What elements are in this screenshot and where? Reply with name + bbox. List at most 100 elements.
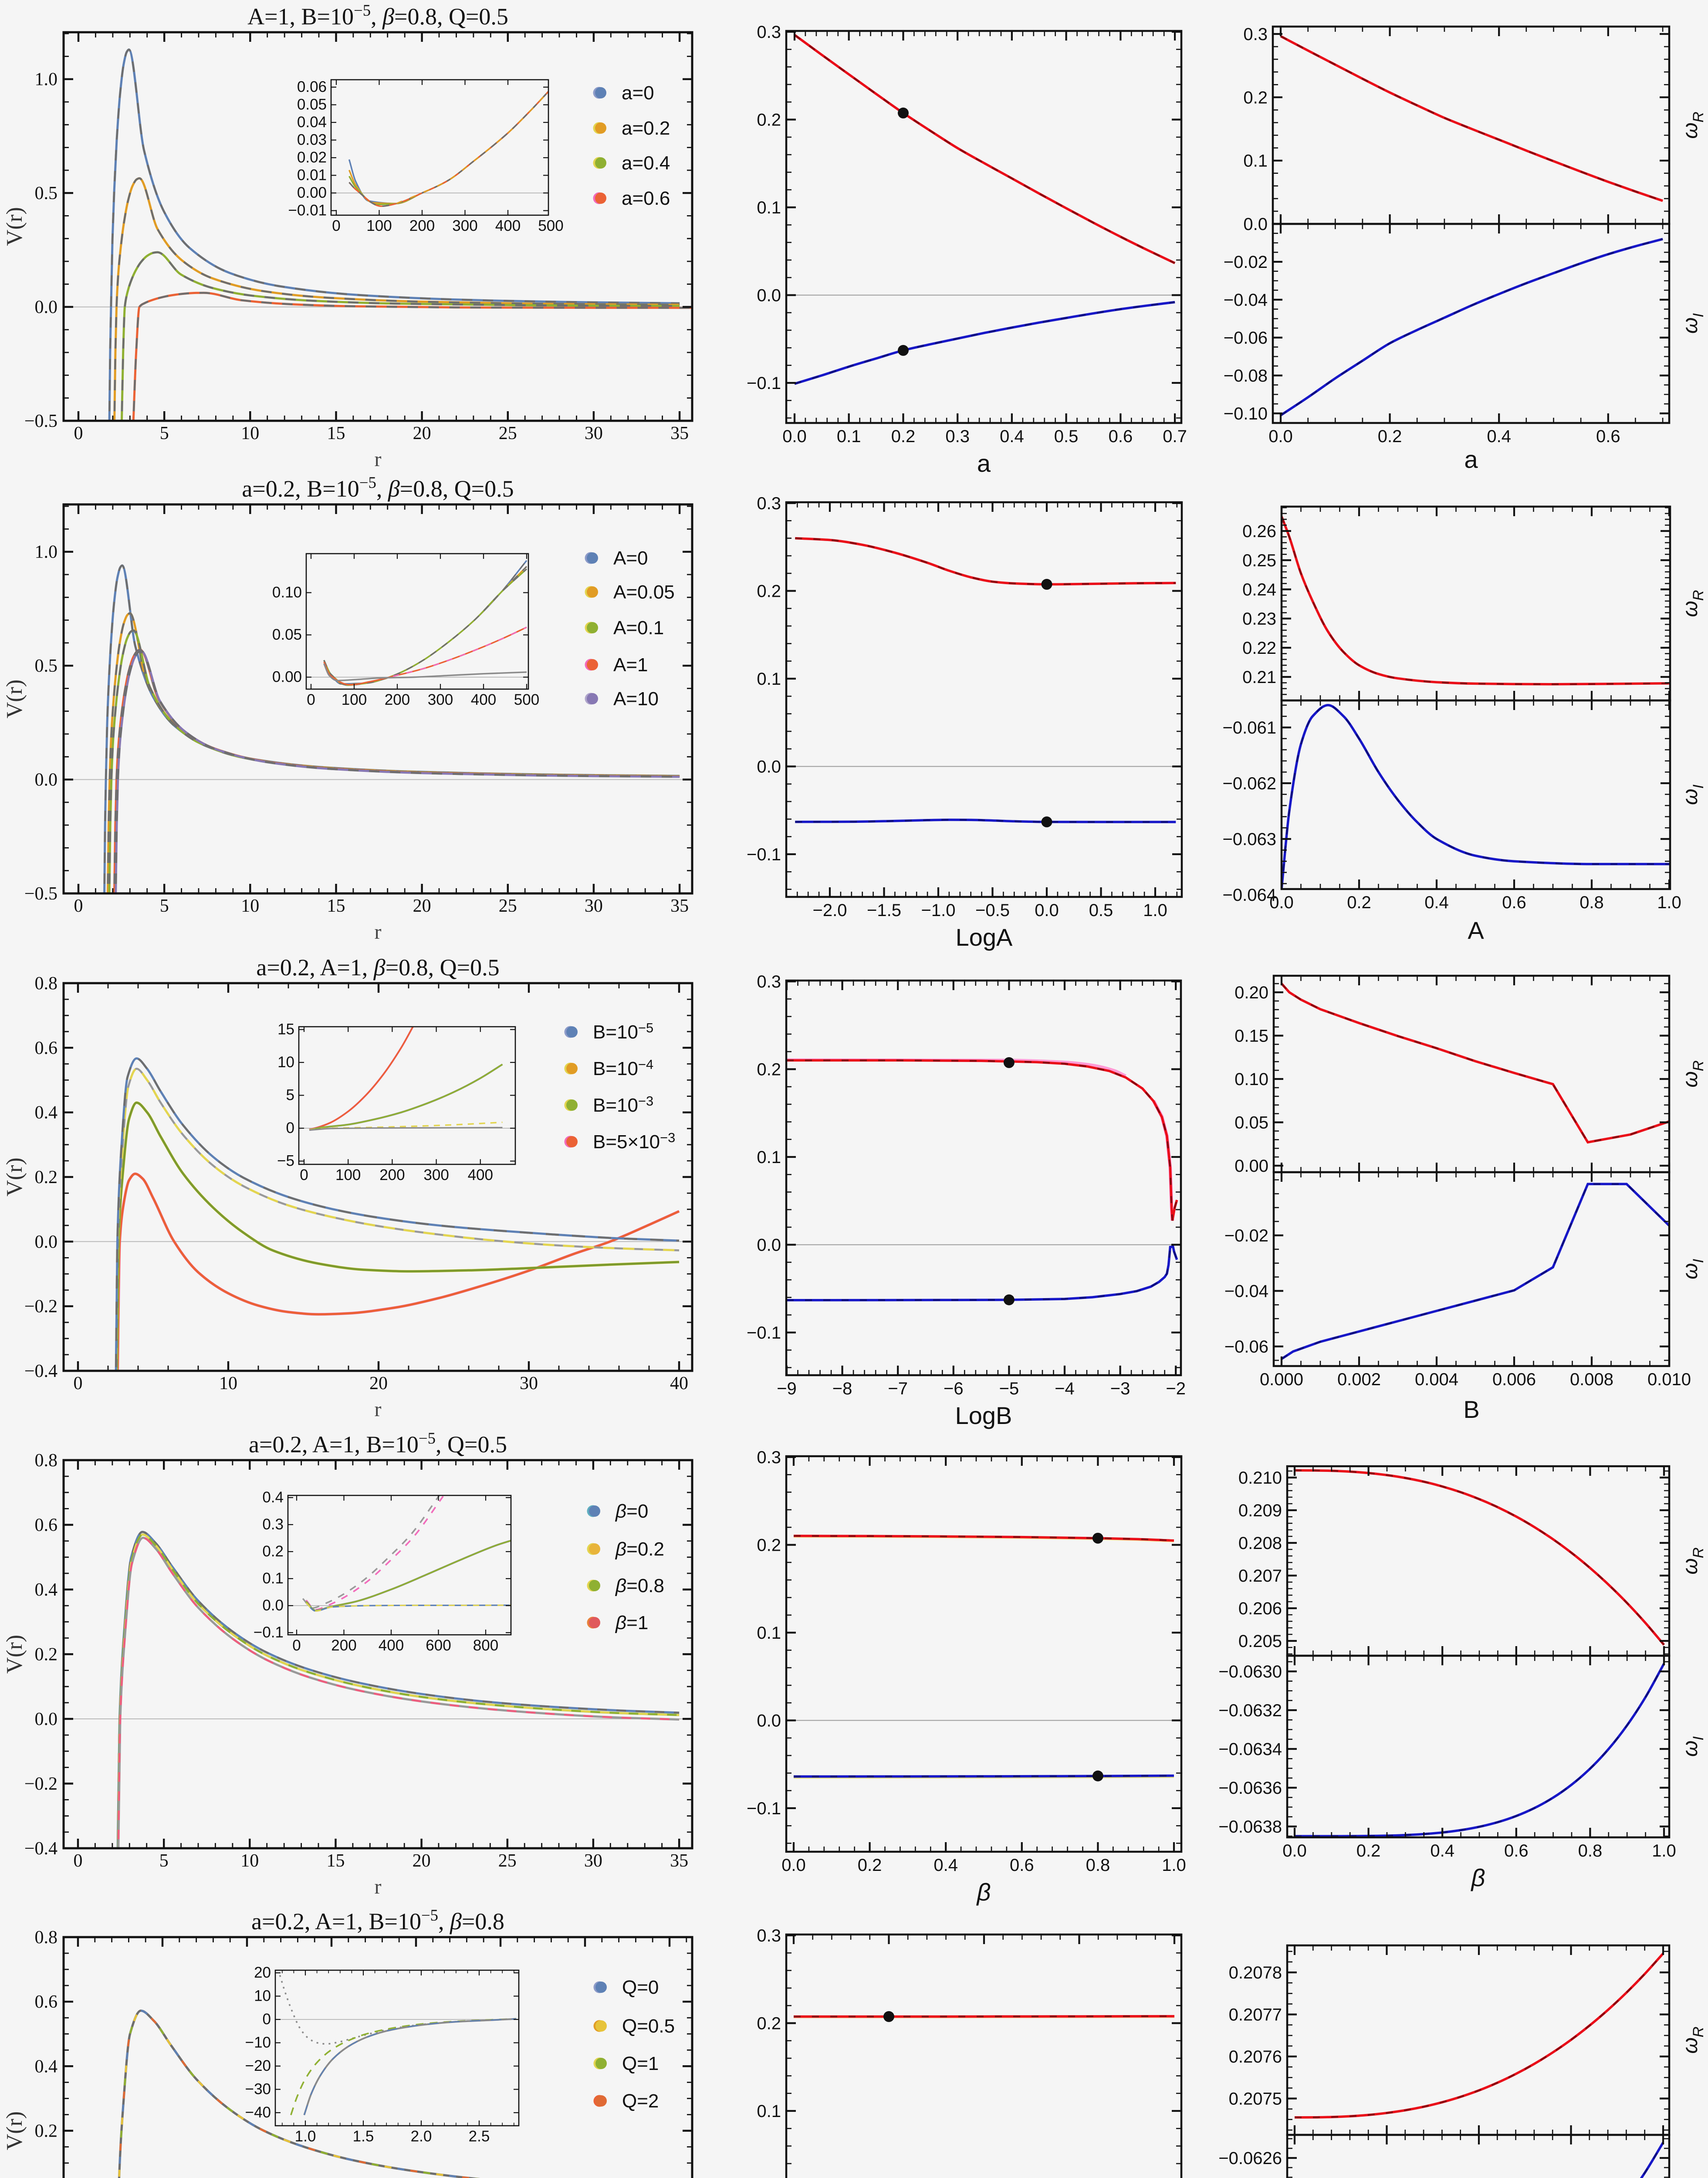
svg-text:0.0: 0.0 (262, 1597, 284, 1614)
svg-text:LogB: LogB (955, 1402, 1012, 1429)
svg-text:40: 40 (670, 1373, 688, 1393)
svg-text:5: 5 (159, 1851, 169, 1871)
svg-text:0.2: 0.2 (1347, 893, 1371, 912)
svg-text:10: 10 (241, 896, 259, 916)
svg-text:0.0: 0.0 (35, 1709, 58, 1729)
svg-text:0: 0 (74, 423, 83, 443)
svg-text:V(r): V(r) (2, 1635, 27, 1674)
svg-text:20: 20 (413, 423, 431, 443)
svg-text:0.4: 0.4 (35, 2056, 58, 2077)
svg-text:−0.4: −0.4 (24, 1839, 57, 1859)
svg-text:LogA: LogA (956, 923, 1013, 951)
svg-text:1.0: 1.0 (295, 2128, 316, 2145)
svg-text:0.26: 0.26 (1242, 522, 1276, 541)
svg-text:0.5: 0.5 (1054, 427, 1079, 446)
svg-text:0.0: 0.0 (757, 758, 781, 777)
svg-text:a=0.2, A=1, B=10−5, Q=0.5: a=0.2, A=1, B=10−5, Q=0.5 (249, 1429, 507, 1458)
svg-text:0.1: 0.1 (1243, 152, 1268, 171)
svg-text:0.2078: 0.2078 (1229, 1963, 1282, 1982)
svg-text:A=0: A=0 (613, 548, 648, 569)
svg-text:r: r (375, 920, 382, 944)
svg-text:10: 10 (277, 1054, 294, 1071)
svg-text:−2: −2 (1166, 1379, 1186, 1398)
svg-text:1.5: 1.5 (353, 2128, 374, 2145)
svg-text:25: 25 (498, 1851, 517, 1871)
svg-text:0.05: 0.05 (272, 626, 302, 643)
svg-text:−9: −9 (777, 1379, 797, 1398)
svg-text:0.2: 0.2 (262, 1543, 284, 1560)
svg-text:B: B (1463, 1396, 1479, 1423)
svg-text:Q=1: Q=1 (622, 2053, 659, 2074)
svg-text:0: 0 (286, 1119, 294, 1136)
svg-text:a=0.2, B=10−5, β=0.8, Q=0.5: a=0.2, B=10−5, β=0.8, Q=0.5 (242, 473, 514, 502)
svg-text:0.0: 0.0 (757, 1711, 781, 1731)
svg-text:20: 20 (254, 1964, 271, 1981)
svg-text:0.01: 0.01 (297, 167, 327, 184)
svg-text:A=10: A=10 (613, 688, 659, 710)
svg-text:0.1: 0.1 (757, 1623, 781, 1643)
svg-text:−0.0626: −0.0626 (1218, 2149, 1282, 2168)
svg-text:−0.02: −0.02 (1224, 1226, 1268, 1245)
svg-text:1.0: 1.0 (1652, 1841, 1676, 1860)
svg-text:0.3: 0.3 (757, 1926, 781, 1945)
svg-text:0.2: 0.2 (35, 1645, 58, 1665)
svg-text:0.8: 0.8 (35, 1451, 58, 1471)
svg-text:5: 5 (286, 1087, 294, 1104)
svg-text:0.10: 0.10 (272, 584, 302, 601)
svg-text:β: β (976, 1878, 991, 1906)
svg-text:300: 300 (423, 1167, 449, 1184)
svg-text:0.00: 0.00 (297, 184, 327, 201)
svg-text:A=1: A=1 (613, 654, 648, 676)
svg-text:0.6: 0.6 (35, 1038, 58, 1058)
svg-text:25: 25 (499, 423, 517, 443)
svg-text:0.0: 0.0 (35, 298, 58, 318)
svg-text:0.4: 0.4 (1424, 893, 1449, 912)
svg-text:400: 400 (471, 691, 496, 708)
svg-text:−0.1: −0.1 (747, 1799, 781, 1818)
svg-text:V(r): V(r) (2, 1157, 27, 1197)
svg-text:−0.0630: −0.0630 (1218, 1662, 1282, 1681)
svg-text:−5: −5 (277, 1153, 294, 1170)
svg-text:200: 200 (385, 691, 410, 708)
svg-text:a=0: a=0 (622, 82, 654, 104)
svg-text:−0.10: −0.10 (1224, 404, 1268, 423)
svg-text:35: 35 (670, 896, 689, 916)
svg-text:0.8: 0.8 (1578, 1841, 1603, 1860)
svg-text:0.2: 0.2 (35, 2121, 58, 2141)
svg-text:0.3: 0.3 (757, 1448, 781, 1467)
svg-text:0.4: 0.4 (1430, 1841, 1454, 1860)
svg-text:5: 5 (160, 896, 169, 916)
svg-text:0.00: 0.00 (1234, 1157, 1268, 1176)
svg-text:0.7: 0.7 (1163, 427, 1187, 446)
svg-text:0.6: 0.6 (1010, 1856, 1034, 1875)
svg-text:0.0: 0.0 (782, 427, 807, 446)
svg-text:0.03: 0.03 (297, 132, 327, 149)
svg-text:0.25: 0.25 (1242, 551, 1276, 570)
svg-text:−0.1: −0.1 (254, 1624, 284, 1641)
svg-text:0.0: 0.0 (1243, 215, 1268, 234)
svg-text:−10: −10 (245, 2034, 271, 2051)
svg-text:−0.5: −0.5 (24, 411, 57, 431)
svg-text:0.2: 0.2 (1356, 1841, 1381, 1860)
svg-text:0.000: 0.000 (1260, 1370, 1303, 1389)
svg-text:−0.0638: −0.0638 (1218, 1817, 1282, 1836)
svg-text:−0.1: −0.1 (747, 1323, 781, 1343)
svg-text:V(r): V(r) (2, 680, 27, 719)
svg-text:100: 100 (366, 217, 392, 234)
svg-text:−5: −5 (999, 1379, 1019, 1398)
svg-text:20: 20 (369, 1373, 388, 1393)
svg-text:0.209: 0.209 (1238, 1501, 1282, 1520)
svg-text:A: A (1468, 917, 1484, 944)
svg-text:0.05: 0.05 (1234, 1113, 1268, 1133)
svg-text:−0.04: −0.04 (1224, 291, 1268, 310)
svg-text:0.20: 0.20 (1234, 983, 1268, 1002)
svg-text:−7: −7 (888, 1379, 908, 1398)
svg-text:−0.06: −0.06 (1224, 328, 1268, 348)
svg-text:−0.06: −0.06 (1224, 1337, 1268, 1356)
svg-text:0.3: 0.3 (757, 494, 781, 513)
svg-text:−1.0: −1.0 (921, 901, 956, 920)
svg-text:15: 15 (277, 1021, 294, 1038)
svg-text:0.6: 0.6 (1109, 427, 1133, 446)
svg-text:0.6: 0.6 (35, 1515, 58, 1535)
svg-text:a=0.4: a=0.4 (622, 152, 670, 174)
